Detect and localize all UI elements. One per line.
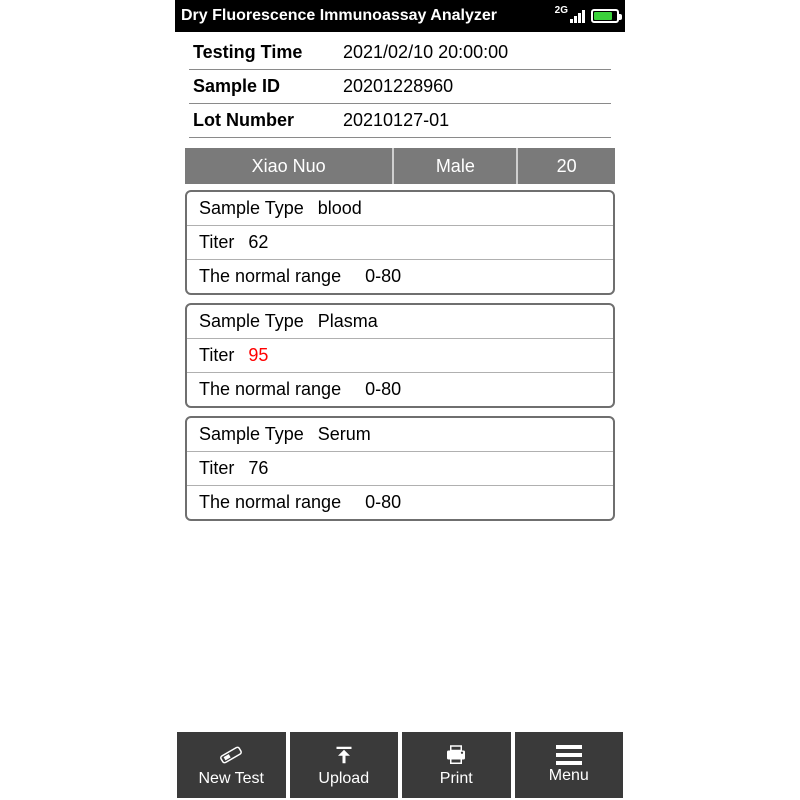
print-button[interactable]: Print <box>402 732 511 798</box>
status-bar: Dry Fluorescence Immunoassay Analyzer 2G <box>175 0 625 32</box>
titer-label: Titer <box>199 345 234 366</box>
titer-value: 76 <box>248 458 268 479</box>
app-title: Dry Fluorescence Immunoassay Analyzer <box>181 7 555 25</box>
status-icons: 2G <box>555 6 619 26</box>
sample-type-value: Plasma <box>318 311 378 332</box>
device-screen: Dry Fluorescence Immunoassay Analyzer 2G… <box>175 0 625 800</box>
network-label: 2G <box>555 6 568 16</box>
lot-number-label: Lot Number <box>193 110 343 131</box>
normal-range-row: The normal range 0-80 <box>187 486 613 519</box>
lot-number-row: Lot Number 20210127-01 <box>189 104 611 138</box>
testing-time-row: Testing Time 2021/02/10 20:00:00 <box>189 36 611 70</box>
normal-range-row: The normal range 0-80 <box>187 260 613 293</box>
menu-icon <box>556 745 582 765</box>
titer-row: Titer 62 <box>187 226 613 260</box>
normal-range-value: 0-80 <box>365 379 401 400</box>
testing-time-label: Testing Time <box>193 42 343 63</box>
patient-sex: Male <box>394 148 518 184</box>
print-icon <box>441 742 471 768</box>
sample-type-row: Sample Type blood <box>187 192 613 226</box>
upload-button[interactable]: Upload <box>290 732 399 798</box>
result-card: Sample Type Serum Titer 76 The normal range … <box>185 416 615 521</box>
sample-type-value: Serum <box>318 424 371 445</box>
patient-age: 20 <box>518 148 615 184</box>
lot-number-value: 20210127-01 <box>343 110 449 131</box>
print-label: Print <box>440 770 473 788</box>
patient-name: Xiao Nuo <box>185 148 394 184</box>
sample-id-row: Sample ID 20201228960 <box>189 70 611 104</box>
sample-type-label: Sample Type <box>199 311 304 332</box>
sample-type-label: Sample Type <box>199 198 304 219</box>
upload-label: Upload <box>318 770 369 788</box>
titer-label: Titer <box>199 458 234 479</box>
patient-bar: Xiao Nuo Male 20 <box>185 148 615 184</box>
bottom-nav: New Test Upload Print Menu <box>175 732 625 800</box>
sample-type-label: Sample Type <box>199 424 304 445</box>
battery-icon <box>591 9 619 23</box>
normal-range-value: 0-80 <box>365 266 401 287</box>
normal-range-row: The normal range 0-80 <box>187 373 613 406</box>
results-list: Sample Type blood Titer 62 The normal range … <box>175 190 625 732</box>
sample-type-row: Sample Type Serum <box>187 418 613 452</box>
sample-id-label: Sample ID <box>193 76 343 97</box>
titer-value: 62 <box>248 232 268 253</box>
new-test-button[interactable]: New Test <box>177 732 286 798</box>
signal-icon <box>570 9 585 23</box>
titer-row: Titer 95 <box>187 339 613 373</box>
upload-icon <box>329 742 359 768</box>
sample-type-row: Sample Type Plasma <box>187 305 613 339</box>
sample-type-value: blood <box>318 198 362 219</box>
sample-id-value: 20201228960 <box>343 76 453 97</box>
test-info: Testing Time 2021/02/10 20:00:00 Sample … <box>175 32 625 138</box>
new-test-label: New Test <box>198 770 264 788</box>
normal-range-label: The normal range <box>199 266 341 287</box>
titer-label: Titer <box>199 232 234 253</box>
normal-range-label: The normal range <box>199 379 341 400</box>
test-strip-icon <box>216 742 246 768</box>
result-card: Sample Type Plasma Titer 95 The normal range… <box>185 303 615 408</box>
menu-button[interactable]: Menu <box>515 732 624 798</box>
normal-range-value: 0-80 <box>365 492 401 513</box>
titer-row: Titer 76 <box>187 452 613 486</box>
result-card: Sample Type blood Titer 62 The normal range … <box>185 190 615 295</box>
normal-range-label: The normal range <box>199 492 341 513</box>
titer-value: 95 <box>248 345 268 366</box>
testing-time-value: 2021/02/10 20:00:00 <box>343 42 508 63</box>
menu-label: Menu <box>549 767 589 785</box>
